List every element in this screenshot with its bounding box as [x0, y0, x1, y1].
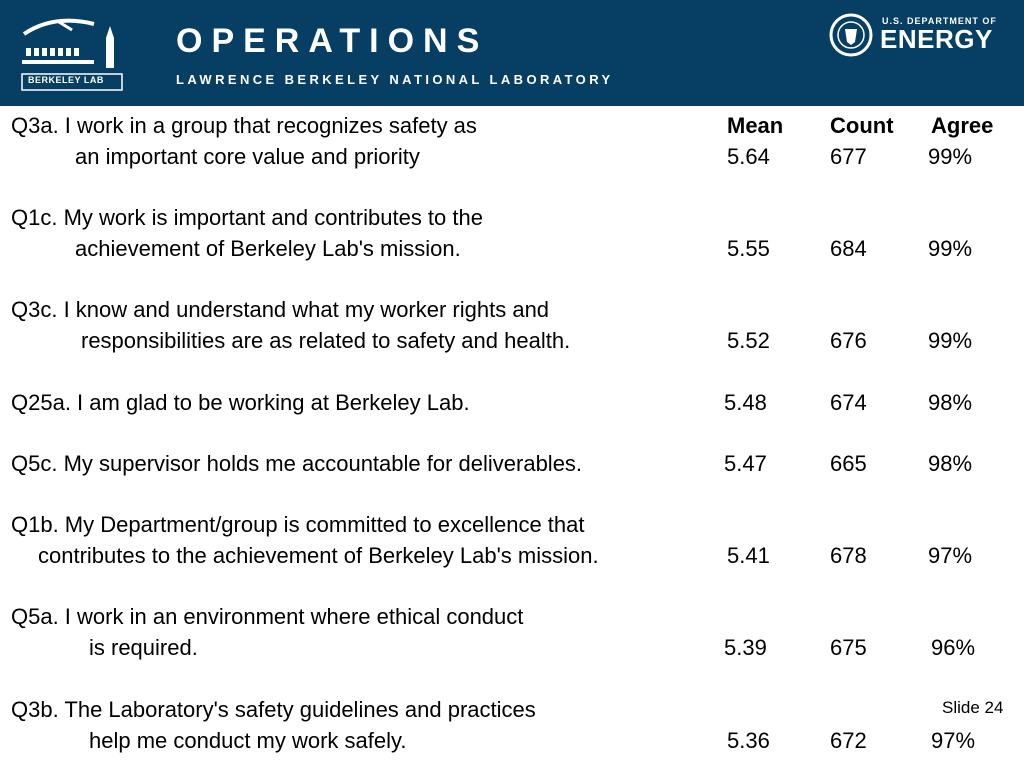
doe-seal-icon — [829, 13, 873, 57]
berkeley-lab-logo-text: BERKELEY LAB — [28, 75, 104, 85]
question-text: Q3c. I know and understand what my worke… — [11, 297, 550, 322]
question-text: Q3a. I work in a group that recognizes s… — [11, 113, 477, 138]
column-header-agree: Agree — [931, 113, 994, 138]
count-value: 672 — [830, 728, 867, 753]
mean-value: 5.36 — [727, 728, 770, 753]
mean-value: 5.39 — [724, 635, 767, 660]
header-banner: BERKELEY LAB OPERATIONS LAWRENCE BERKELE… — [0, 0, 1024, 106]
question-text: Q1b. My Department/group is committed to… — [11, 512, 585, 537]
agree-value: 99% — [928, 328, 973, 353]
question-text: Q5c. My supervisor holds me accountable … — [11, 451, 583, 476]
doe-logo-line2: ENERGY — [880, 24, 993, 54]
agree-value: 99% — [928, 144, 973, 169]
column-header-mean: Mean — [727, 113, 784, 138]
page-subtitle: LAWRENCE BERKELEY NATIONAL LABORATORY — [176, 72, 614, 87]
question-text-cont: an important core value and priority — [75, 144, 420, 169]
survey-results: Mean Count Agree Q3a. I work in a group … — [0, 106, 1024, 768]
question-text-cont: achievement of Berkeley Lab's mission. — [75, 236, 461, 261]
berkeley-lab-logo: BERKELEY LAB — [14, 12, 124, 92]
slide-number: Slide 24 — [942, 698, 1004, 717]
mean-value: 5.55 — [727, 236, 770, 261]
question-text: Q5a. I work in an environment where ethi… — [11, 604, 524, 629]
mean-value: 5.52 — [727, 328, 770, 353]
agree-value: 97% — [931, 728, 976, 753]
question-text-cont: responsibilities are as related to safet… — [81, 328, 571, 353]
question-text-cont: help me conduct my work safely. — [89, 728, 407, 753]
agree-value: 98% — [928, 390, 973, 415]
count-value: 678 — [830, 543, 867, 568]
doe-logo-line1: U.S. DEPARTMENT OF — [882, 16, 997, 26]
agree-value: 97% — [928, 543, 973, 568]
page-title: OPERATIONS — [176, 22, 489, 60]
question-text: Q1c. My work is important and contribute… — [11, 205, 483, 230]
agree-value: 96% — [931, 635, 976, 660]
mean-value: 5.48 — [724, 390, 767, 415]
question-text-cont: is required. — [89, 635, 198, 660]
column-header-count: Count — [830, 113, 894, 138]
doe-logo: U.S. DEPARTMENT OF ENERGY — [826, 10, 1011, 60]
agree-value: 99% — [928, 236, 973, 261]
question-text-cont: contributes to the achievement of Berkel… — [38, 543, 599, 568]
count-value: 674 — [830, 390, 867, 415]
question-text: Q25a. I am glad to be working at Berkele… — [11, 390, 470, 415]
count-value: 665 — [830, 451, 867, 476]
count-value: 676 — [830, 328, 867, 353]
mean-value: 5.41 — [727, 543, 770, 568]
agree-value: 98% — [928, 451, 973, 476]
berkeley-lab-logo-icon — [21, 18, 123, 91]
mean-value: 5.47 — [724, 451, 767, 476]
question-text: Q3b. The Laboratory's safety guidelines … — [11, 697, 536, 722]
mean-value: 5.64 — [727, 144, 770, 169]
count-value: 684 — [830, 236, 867, 261]
count-value: 677 — [830, 144, 867, 169]
count-value: 675 — [830, 635, 867, 660]
